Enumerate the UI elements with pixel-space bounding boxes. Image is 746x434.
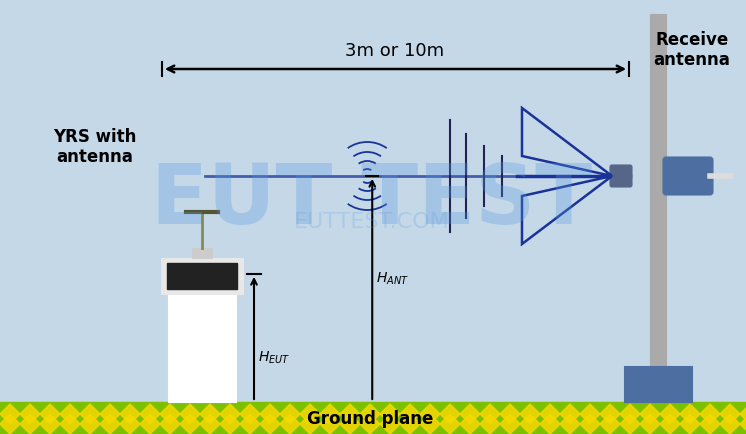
Polygon shape [280,404,300,424]
Polygon shape [40,404,60,424]
Polygon shape [640,404,660,424]
Polygon shape [320,404,340,424]
Bar [650,15,666,392]
Polygon shape [620,404,640,424]
Bar [168,294,236,402]
Polygon shape [140,404,160,424]
Text: Receive
antenna: Receive antenna [653,30,730,69]
Polygon shape [160,404,180,424]
Polygon shape [480,404,500,424]
Polygon shape [680,414,700,434]
Bar [0,402,746,434]
Polygon shape [0,414,20,434]
Polygon shape [360,414,380,434]
Polygon shape [300,404,320,424]
Polygon shape [300,414,320,434]
Text: 3m or 10m: 3m or 10m [345,42,445,60]
Polygon shape [360,404,380,424]
Polygon shape [640,414,660,434]
Polygon shape [420,414,440,434]
Polygon shape [440,404,460,424]
Polygon shape [100,404,120,424]
Polygon shape [180,404,200,424]
Polygon shape [500,404,520,424]
Polygon shape [320,414,340,434]
Bar [167,263,237,289]
Polygon shape [80,414,100,434]
Text: EUTTEST.COM: EUTTEST.COM [294,211,450,231]
Polygon shape [560,414,580,434]
Polygon shape [160,414,180,434]
Polygon shape [260,404,280,424]
Polygon shape [580,414,600,434]
Polygon shape [720,414,740,434]
Polygon shape [660,414,680,434]
Bar [161,258,243,294]
Polygon shape [620,414,640,434]
Polygon shape [120,404,140,424]
Polygon shape [340,404,360,424]
Polygon shape [60,414,80,434]
Text: YRS with
antenna: YRS with antenna [53,127,137,166]
Polygon shape [220,414,240,434]
Polygon shape [480,414,500,434]
FancyBboxPatch shape [610,166,632,187]
Polygon shape [440,414,460,434]
Polygon shape [520,404,540,424]
Polygon shape [580,404,600,424]
Polygon shape [700,414,720,434]
Polygon shape [720,404,740,424]
Polygon shape [520,414,540,434]
Polygon shape [560,404,580,424]
Text: $H_{EUT}$: $H_{EUT}$ [258,349,290,365]
Polygon shape [400,404,420,424]
Polygon shape [500,414,520,434]
Polygon shape [600,404,620,424]
FancyBboxPatch shape [663,158,713,196]
Polygon shape [460,414,480,434]
Polygon shape [60,404,80,424]
Polygon shape [220,404,240,424]
Polygon shape [260,414,280,434]
Text: $H_{ANT}$: $H_{ANT}$ [376,270,409,286]
Polygon shape [180,414,200,434]
Polygon shape [540,404,560,424]
Polygon shape [600,414,620,434]
Polygon shape [420,404,440,424]
Polygon shape [460,404,480,424]
Polygon shape [740,404,746,424]
Polygon shape [20,414,40,434]
Polygon shape [40,414,60,434]
Polygon shape [140,414,160,434]
Polygon shape [0,404,20,424]
Bar [624,366,692,402]
Polygon shape [400,414,420,434]
Text: EUT TEST: EUT TEST [151,159,592,240]
Polygon shape [240,414,260,434]
Polygon shape [280,414,300,434]
Polygon shape [740,414,746,434]
Polygon shape [700,404,720,424]
Bar [192,248,212,258]
Polygon shape [200,414,220,434]
Polygon shape [100,414,120,434]
Polygon shape [680,404,700,424]
Polygon shape [200,404,220,424]
Polygon shape [20,404,40,424]
Text: Ground plane: Ground plane [307,409,433,427]
Polygon shape [380,414,400,434]
Polygon shape [120,414,140,434]
Polygon shape [540,414,560,434]
Polygon shape [380,404,400,424]
Polygon shape [240,404,260,424]
Polygon shape [660,404,680,424]
Polygon shape [80,404,100,424]
Polygon shape [340,414,360,434]
